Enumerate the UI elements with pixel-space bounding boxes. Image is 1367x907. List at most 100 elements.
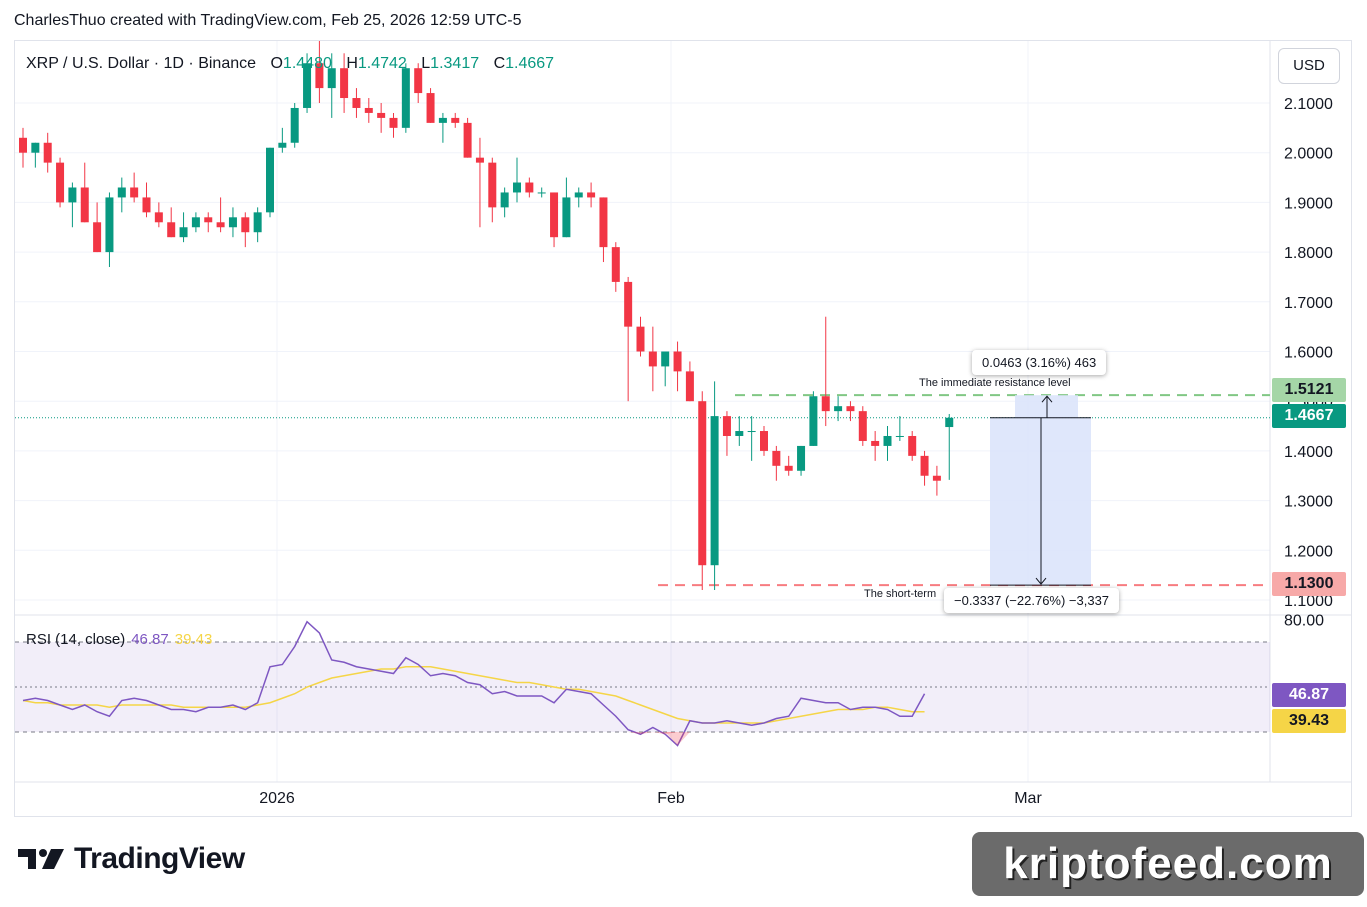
- candle-body: [932, 475, 941, 481]
- candle-body: [340, 68, 349, 99]
- candle-body: [550, 192, 559, 238]
- time-tick-label: Mar: [1014, 790, 1042, 807]
- candle-body: [747, 431, 756, 433]
- watermark-badge: kriptofeed.com: [972, 832, 1364, 896]
- rsi-ma-line: [22, 666, 925, 724]
- measure-down-label: −0.3337 (−22.76%) −3,337: [944, 588, 1120, 613]
- candle-body: [401, 68, 410, 128]
- candle-body: [463, 122, 472, 158]
- candle-body: [31, 142, 40, 153]
- rsi-title[interactable]: RSI (14, close): [26, 631, 126, 648]
- candle-body: [525, 182, 534, 193]
- symbol-legend: XRP / U.S. Dollar · 1D · Binance O1.4480…: [26, 55, 554, 73]
- candle-body: [327, 68, 336, 89]
- low-value: 1.3417: [430, 55, 480, 72]
- price-tick-label: 1.2000: [1284, 543, 1333, 560]
- candle-body: [821, 396, 830, 412]
- open-value: 1.4480: [282, 55, 332, 72]
- candle-body: [562, 197, 571, 238]
- candle-body: [352, 98, 361, 108]
- rsi-tick-label: 80.00: [1284, 613, 1324, 630]
- candle-body: [438, 117, 447, 123]
- candle-body: [760, 431, 768, 451]
- candle-body: [179, 227, 188, 238]
- rsi-oversold-shade: [652, 732, 678, 735]
- close-value: 1.4667: [505, 55, 555, 72]
- candle-body: [68, 187, 77, 203]
- candle-body: [871, 440, 880, 446]
- candle-body: [56, 162, 65, 203]
- candle-body: [364, 107, 373, 113]
- candle-body: [661, 351, 670, 367]
- price-tick-label: 2.0000: [1284, 146, 1333, 163]
- low-label: L: [421, 55, 431, 72]
- candle-body: [895, 435, 904, 437]
- rsi-legend: RSI (14, close) 46.87 39.43: [26, 631, 212, 648]
- price-tick-label: 1.4000: [1284, 444, 1333, 461]
- candle-body: [414, 68, 423, 94]
- measure-up-label: 0.0463 (3.16%) 463: [972, 350, 1107, 375]
- tradingview-mark-icon: [18, 849, 64, 869]
- candle-body: [710, 416, 719, 566]
- price-tick-label: 1.6000: [1284, 345, 1333, 362]
- candle-body: [587, 192, 596, 198]
- candle-body: [191, 217, 200, 228]
- candle-body: [673, 351, 682, 372]
- currency-button[interactable]: USD: [1278, 48, 1340, 84]
- candle-body: [475, 157, 484, 163]
- candle-body: [266, 147, 274, 213]
- candle-body: [648, 351, 657, 367]
- candle-body: [130, 187, 139, 198]
- tradingview-wordmark: TradingView: [74, 842, 245, 875]
- measure-down-arrowhead: [1035, 577, 1047, 585]
- candle-body: [834, 406, 843, 412]
- candle-body: [920, 455, 929, 476]
- tradingview-logo[interactable]: TradingView: [18, 842, 245, 876]
- candle-body: [241, 217, 250, 233]
- candle-body: [735, 431, 744, 436]
- candle-body: [426, 93, 435, 123]
- last-price-badge: 1.4667: [1272, 404, 1346, 428]
- candle-body: [142, 197, 151, 213]
- candle-body: [154, 212, 163, 223]
- rsi-line: [22, 620, 926, 747]
- candle-body: [908, 435, 917, 456]
- chart-frame: [14, 40, 1352, 817]
- candle-body: [389, 117, 398, 128]
- candle-body: [846, 406, 855, 412]
- candle-body: [624, 281, 633, 327]
- candle-body: [797, 445, 806, 471]
- time-tick-label: Feb: [657, 790, 685, 807]
- price-tick-label: 1.1000: [1284, 593, 1333, 610]
- candle-body: [93, 222, 102, 253]
- candle-body: [43, 142, 52, 163]
- candle-body: [253, 212, 262, 233]
- candle-body: [19, 137, 27, 153]
- symbol-title[interactable]: XRP / U.S. Dollar · 1D · Binance: [26, 55, 257, 72]
- support-price-badge: 1.1300: [1272, 572, 1346, 596]
- close-label: C: [493, 55, 506, 72]
- candle-body: [204, 217, 213, 223]
- price-axis: 2.10002.00001.90001.80001.70001.60001.50…: [1284, 96, 1333, 610]
- candle-body: [80, 187, 89, 223]
- price-tick-label: 2.1000: [1284, 96, 1333, 113]
- rsi-badge: 46.87: [1272, 683, 1346, 707]
- candles: [19, 41, 954, 591]
- support-annotation: The short-term: [864, 588, 937, 600]
- candle-body: [636, 326, 645, 352]
- rsi-value: 46.87: [131, 631, 169, 648]
- resistance-price-badge: 1.5121: [1272, 378, 1346, 402]
- price-tick-label: 1.7000: [1284, 295, 1333, 312]
- time-tick-label: 2026: [259, 790, 295, 807]
- rsi-ma-badge: 39.43: [1272, 709, 1346, 733]
- candle-body: [722, 416, 731, 436]
- candle-body: [858, 411, 867, 441]
- candle-body: [784, 465, 793, 471]
- candle-body: [117, 187, 126, 198]
- price-tick-label: 1.9000: [1284, 195, 1333, 212]
- candle-body: [228, 217, 237, 228]
- candle-body: [290, 107, 299, 143]
- candle-body: [809, 396, 818, 446]
- candle-body: [216, 222, 225, 228]
